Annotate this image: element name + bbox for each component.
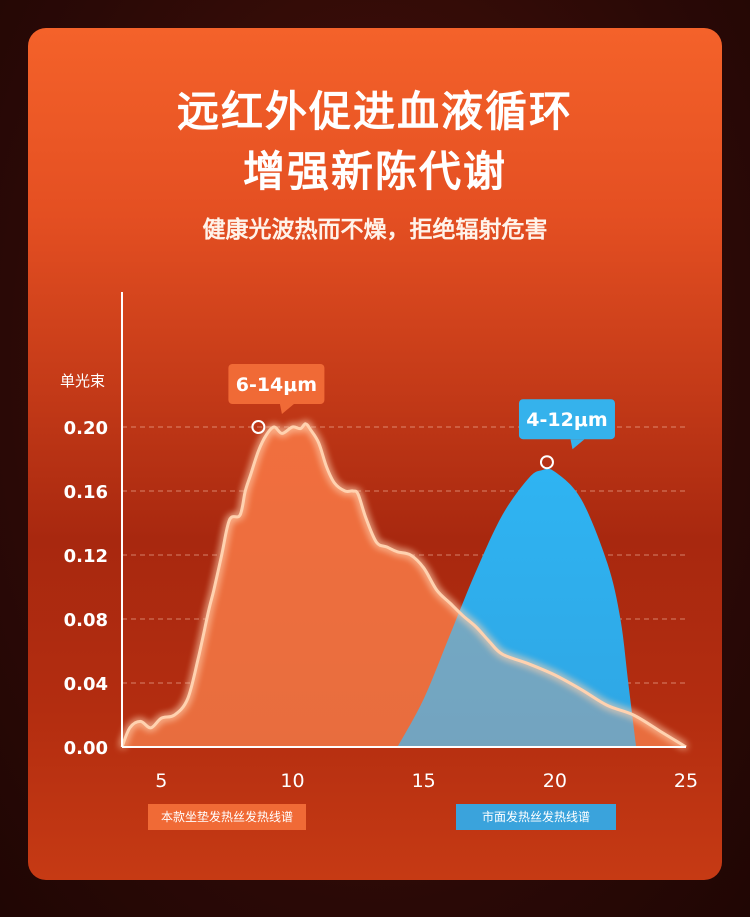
- axis-layer: 0.00 0.04 0.08 0.12 0.16 0.20 5 10 15 20 25 单光束: [60, 292, 698, 792]
- headline-line1: 远红外促进血液循环: [176, 87, 573, 136]
- y-tick-label: 0.12: [64, 546, 108, 567]
- y-tick-label: 0.16: [64, 482, 108, 503]
- x-tick-label: 10: [280, 770, 304, 792]
- series-area-this-product: [122, 423, 686, 747]
- series-overlap-this-product: [122, 423, 686, 747]
- annotation-bubble: [518, 399, 615, 440]
- annotation-layer: 6-14μm 4-12μm: [228, 364, 615, 470]
- annotation-bubble: [228, 364, 325, 404]
- legend-item-this-product: 本款坐垫发热丝发热线谱: [148, 804, 306, 830]
- y-tick-label: 0.20: [64, 418, 108, 439]
- annotation-label: 6-14μm: [236, 374, 317, 396]
- annotation-marker: [251, 420, 266, 434]
- annotation-pointer: [570, 439, 585, 450]
- headline-subtitle: 健康光波热而不燥，拒绝辐射危害: [202, 217, 548, 243]
- x-tick-label: 25: [674, 770, 698, 792]
- y-tick-label: 0.08: [64, 610, 108, 631]
- x-tick-label: 15: [412, 770, 436, 792]
- y-axis-label: 单光束: [60, 372, 105, 390]
- x-tick-label: 20: [543, 770, 567, 792]
- legend-item-market: 市面发热丝发热线谱: [456, 804, 616, 830]
- annotation-marker: [539, 455, 554, 470]
- annotation-pointer: [279, 404, 294, 414]
- y-tick-label: 0.04: [64, 674, 108, 695]
- series-area-market: [397, 468, 637, 747]
- y-tick-label: 0.00: [64, 738, 108, 759]
- series-line-this-product: [120, 422, 687, 749]
- annotation-label: 4-12μm: [526, 409, 607, 431]
- headline-line2: 增强新陈代谢: [242, 147, 507, 196]
- series-layer: [120, 422, 687, 749]
- x-tick-label: 5: [155, 770, 167, 792]
